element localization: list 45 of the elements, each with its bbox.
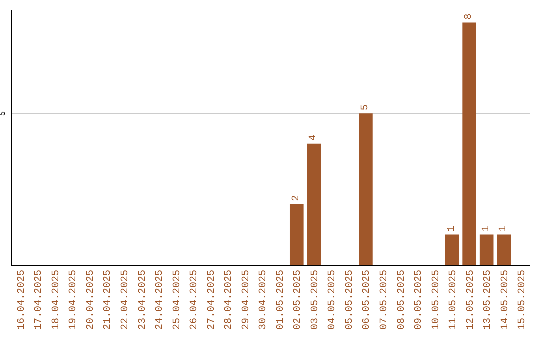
x-tick-label: 18.04.2025	[51, 270, 62, 330]
x-tick-label: 06.05.2025	[362, 270, 374, 330]
x-tick-label: 02.05.2025	[293, 270, 304, 330]
data-label: 2	[291, 195, 302, 202]
x-tick-label: 28.04.2025	[224, 270, 236, 330]
bar	[497, 234, 512, 265]
x-tick-label: 25.04.2025	[172, 270, 184, 330]
x-tick-label: 03.05.2025	[310, 270, 322, 330]
x-tick-label: 27.04.2025	[206, 270, 218, 330]
x-tick-label: 16.04.2025	[16, 270, 28, 330]
x-tick-label: 13.05.2025	[483, 270, 494, 330]
data-label: 1	[446, 226, 458, 232]
x-tick-label: 10.05.2025	[431, 270, 442, 330]
x-tick-label: 08.05.2025	[396, 270, 408, 330]
data-label: 4	[308, 134, 320, 141]
x-tick-label: 15.05.2025	[518, 270, 529, 330]
x-tick-label: 26.04.2025	[190, 270, 201, 330]
bar	[359, 114, 373, 265]
x-tick-label: 12.05.2025	[466, 270, 477, 330]
x-tick-label: 30.04.2025	[258, 270, 270, 330]
bar	[462, 22, 476, 265]
x-tick-label: 14.05.2025	[500, 270, 512, 330]
x-tick-label: 29.04.2025	[241, 270, 252, 330]
x-tick-label: 21.04.2025	[103, 270, 114, 330]
x-tick-label: 24.04.2025	[155, 270, 166, 330]
x-tick-label: 01.05.2025	[276, 270, 287, 330]
x-tick-label: 11.05.2025	[448, 270, 460, 330]
x-tick-label: 17.04.2025	[34, 270, 46, 330]
x-tick-label: 20.04.2025	[86, 270, 97, 330]
bar	[480, 234, 494, 265]
x-tick-label: 05.05.2025	[344, 270, 356, 330]
data-label: 1	[498, 226, 510, 232]
data-label: 8	[464, 14, 476, 20]
data-label: 1	[481, 226, 492, 232]
x-tick-label: 19.04.2025	[68, 270, 80, 330]
bar	[290, 204, 304, 265]
x-tick-label: 07.05.2025	[379, 270, 390, 330]
ref-line-label: 5	[0, 111, 8, 116]
x-tick-label: 09.05.2025	[414, 270, 426, 330]
x-tick-label: 22.04.2025	[120, 270, 132, 330]
x-tick-label: 23.04.2025	[138, 270, 149, 330]
bar	[307, 144, 322, 265]
data-label: 5	[360, 104, 372, 111]
bar	[445, 234, 460, 265]
x-tick-label: 04.05.2025	[328, 270, 339, 330]
